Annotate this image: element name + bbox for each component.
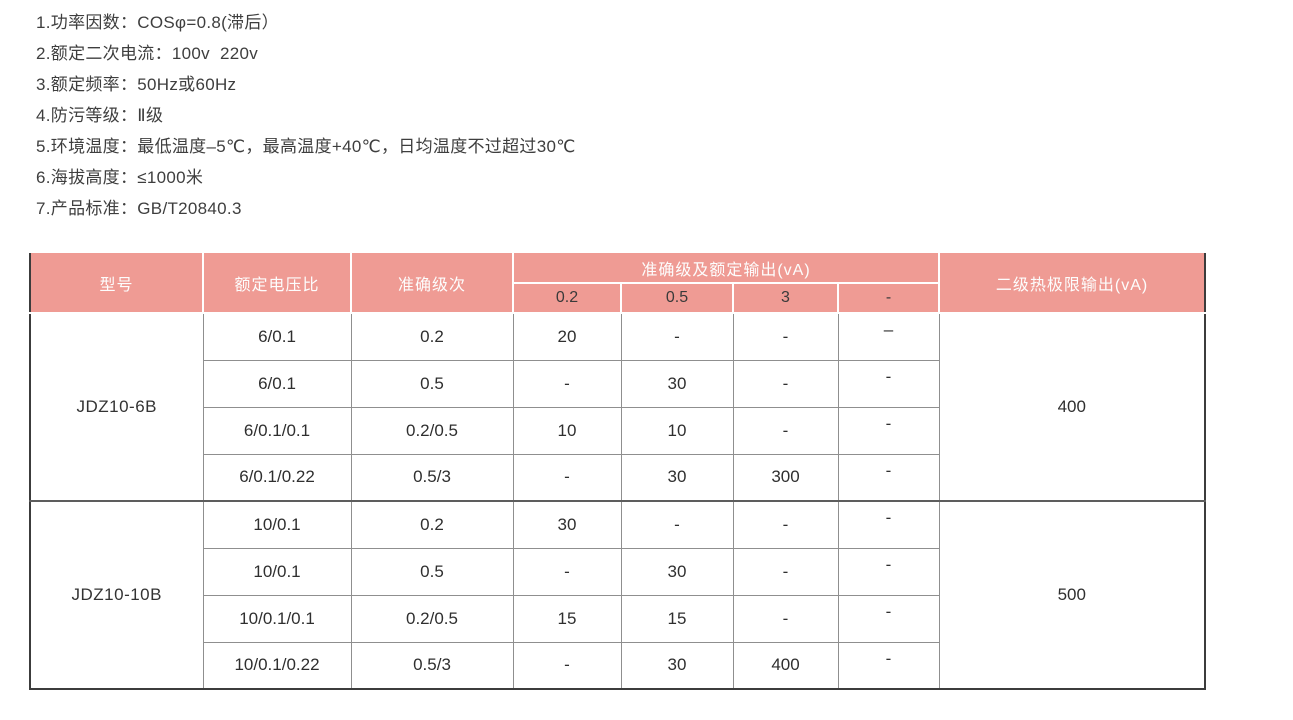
output-cell: – <box>837 312 940 361</box>
ratio-cell: 10/0.1 <box>202 547 352 596</box>
output-cell: - <box>732 500 839 549</box>
spec-item-pollution-class: 4.防污等级：Ⅱ级 <box>36 106 164 125</box>
ratio-cell: 10/0.1/0.22 <box>202 641 352 690</box>
ratio-cell: 6/0.1/0.22 <box>202 453 352 502</box>
output-cell: 400 <box>732 641 839 690</box>
thermal-limit-cell: 500 <box>938 500 1206 690</box>
output-cell: 10 <box>620 406 734 455</box>
subheader-0-2: 0.2 <box>512 283 622 314</box>
spec-item-altitude: 6.海拔高度：≤1000米 <box>36 168 204 187</box>
header-accuracy-output-group: 准确级及额定输出(vA) <box>511 253 941 284</box>
spec-list: 1.功率因数：COSφ=0.8(滞后） 2.额定二次电流：100v 220v 3… <box>36 7 576 224</box>
output-cell: 30 <box>620 359 734 408</box>
output-cell: - <box>512 359 622 408</box>
accuracy-cell: 0.5 <box>350 547 514 596</box>
output-cell: - <box>620 500 734 549</box>
table-row: 10/0.1/0.22 0.5/3 - 30 400 - <box>30 641 1205 690</box>
accuracy-cell: 0.5/3 <box>350 453 514 502</box>
output-cell: 300 <box>732 453 839 502</box>
output-cell: - <box>512 641 622 690</box>
ratio-cell: 6/0.1 <box>202 312 352 361</box>
table-row: 6/0.1/0.22 0.5/3 - 30 300 - <box>30 453 1205 502</box>
output-cell: 30 <box>620 641 734 690</box>
output-cell: - <box>837 641 940 690</box>
spec-item-secondary-current: 2.额定二次电流：100v 220v <box>36 44 259 63</box>
model-cell: JDZ10-10B <box>29 500 204 690</box>
ratio-cell: 6/0.1 <box>202 359 352 408</box>
output-cell: - <box>620 312 734 361</box>
ratio-cell: 10/0.1 <box>202 500 352 549</box>
output-cell: 15 <box>512 594 622 643</box>
table-row: 6/0.1/0.1 0.2/0.5 10 10 - - <box>30 406 1205 455</box>
ratio-cell: 6/0.1/0.1 <box>202 406 352 455</box>
table-header-row-main: 型号 额定电压比 准确级次 准确级及额定输出(vA) 二级热极限输出(vA) <box>29 253 1207 314</box>
spec-item-standard: 7.产品标准：GB/T20840.3 <box>36 199 242 218</box>
header-accuracy-class: 准确级次 <box>350 253 514 314</box>
ratings-table: 型号 额定电压比 准确级次 准确级及额定输出(vA) 二级热极限输出(vA) 0… <box>29 253 1207 690</box>
ratio-cell: 10/0.1/0.1 <box>202 594 352 643</box>
output-cell: - <box>732 406 839 455</box>
table-header-row-sub: 0.2 0.5 3 - <box>30 283 1205 314</box>
table-row: 10/0.1/0.1 0.2/0.5 15 15 - - <box>30 594 1205 643</box>
accuracy-cell: 0.2 <box>350 500 514 549</box>
accuracy-cell: 0.5 <box>350 359 514 408</box>
output-cell: - <box>837 500 940 549</box>
output-cell: - <box>512 453 622 502</box>
subheader-3: 3 <box>732 283 839 314</box>
accuracy-cell: 0.2/0.5 <box>350 406 514 455</box>
output-cell: - <box>837 594 940 643</box>
output-cell: - <box>732 312 839 361</box>
output-cell: - <box>837 453 940 502</box>
output-cell: - <box>837 547 940 596</box>
output-cell: - <box>837 406 940 455</box>
spec-item-frequency: 3.额定频率：50Hz或60Hz <box>36 75 237 94</box>
output-cell: 30 <box>512 500 622 549</box>
header-thermal-limit: 二级热极限输出(vA) <box>938 253 1207 314</box>
header-voltage-ratio: 额定电压比 <box>202 253 352 314</box>
output-cell: - <box>837 359 940 408</box>
thermal-limit-cell: 400 <box>938 312 1206 502</box>
output-cell: 15 <box>620 594 734 643</box>
accuracy-cell: 0.5/3 <box>350 641 514 690</box>
output-cell: - <box>732 547 839 596</box>
model-cell: JDZ10-6B <box>29 312 204 502</box>
accuracy-cell: 0.2/0.5 <box>350 594 514 643</box>
output-cell: - <box>512 547 622 596</box>
subheader-dash: - <box>836 283 941 314</box>
table-row: JDZ10-10B 10/0.1 0.2 30 - - - 500 <box>29 500 1206 690</box>
output-cell: - <box>732 594 839 643</box>
header-model: 型号 <box>29 253 204 314</box>
table-row: JDZ10-6B 6/0.1 0.2 20 - - – 400 <box>29 312 1206 502</box>
output-cell: - <box>732 359 839 408</box>
output-cell: 10 <box>512 406 622 455</box>
output-cell: 30 <box>620 547 734 596</box>
output-cell: 20 <box>512 312 622 361</box>
subheader-0-5: 0.5 <box>620 283 734 314</box>
spec-item-power-factor: 1.功率因数：COSφ=0.8(滞后） <box>36 13 279 32</box>
spec-item-ambient-temp: 5.环境温度：最低温度–5℃，最高温度+40℃，日均温度不过超过30℃ <box>36 137 576 156</box>
accuracy-cell: 0.2 <box>350 312 514 361</box>
output-cell: 30 <box>620 453 734 502</box>
